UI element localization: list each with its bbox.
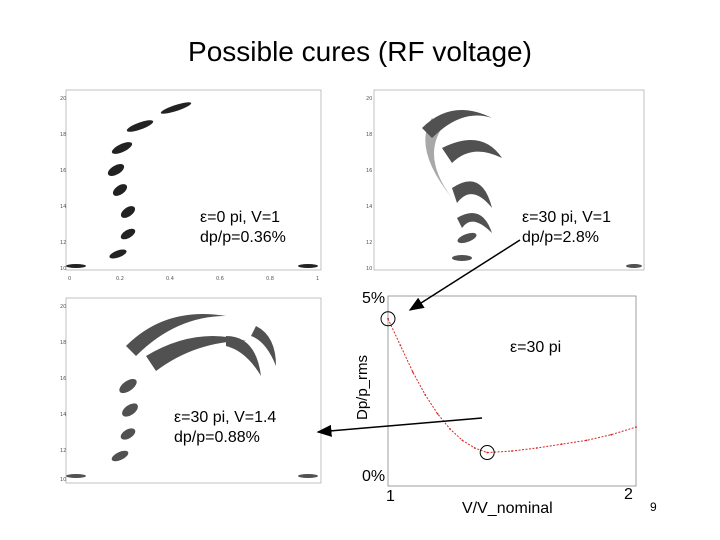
svg-text:1: 1: [316, 276, 319, 282]
chart-plot-area: [387, 295, 637, 487]
top-right-label: ε=30 pi, V=1 dp/p=2.8%: [522, 208, 611, 248]
x-right-label: 2: [624, 486, 633, 503]
phase-space-plot-top-left: 20 18 16 14 12 10 0 0.2 0.4 0.6 0.8 1: [56, 88, 326, 284]
dpp-vs-voltage-chart: [380, 292, 640, 492]
chart-point: [635, 426, 637, 428]
chart-annotation: ε=30 pi: [510, 339, 562, 356]
y-top-label: 5%: [362, 290, 386, 307]
chart-point: [436, 412, 439, 415]
highlight-circle: [479, 445, 495, 461]
chart-point: [486, 451, 489, 454]
svg-text:12: 12: [366, 240, 372, 246]
svg-text:0.6: 0.6: [216, 276, 224, 282]
chart-point: [511, 450, 513, 452]
y-bottom-label: 0%: [362, 468, 386, 485]
svg-text:16: 16: [366, 168, 372, 174]
chart-ylabel: Dp/p_rms: [354, 354, 371, 420]
chart-point: [399, 344, 402, 347]
chart-point: [535, 447, 538, 449]
svg-text:20: 20: [60, 96, 66, 102]
chart-point: [461, 439, 464, 442]
svg-text:12: 12: [60, 448, 66, 454]
top-left-label: ε=0 pi, V=1 dp/p=0.36%: [200, 208, 286, 248]
svg-text:0: 0: [68, 276, 71, 282]
svg-text:0.4: 0.4: [166, 276, 174, 282]
page-number: 9: [650, 500, 657, 514]
phase-space-plot-top-right: 20 18 16 14 12 10: [362, 88, 652, 284]
bottom-left-label: ε=30 pi, V=1.4 dp/p=0.88%: [174, 408, 276, 448]
top-left-dpp: dp/p=0.36%: [200, 229, 286, 246]
svg-text:10: 10: [366, 266, 372, 272]
bottom-left-dpp: dp/p=0.88%: [174, 429, 260, 446]
chart-point: [424, 393, 427, 396]
svg-text:18: 18: [60, 132, 66, 138]
top-right-eps: ε=30 pi, V=1: [522, 209, 611, 226]
svg-text:10: 10: [60, 266, 66, 272]
svg-text:20: 20: [60, 304, 66, 310]
chart-xlabel: V/V_nominal: [462, 500, 553, 517]
svg-text:14: 14: [60, 412, 66, 418]
chart-point: [387, 317, 389, 320]
svg-text:16: 16: [60, 168, 66, 174]
chart-point: [560, 443, 563, 446]
svg-text:16: 16: [60, 376, 66, 382]
highlight-circle: [380, 311, 396, 327]
chart-point: [610, 433, 613, 436]
bottom-left-eps: ε=30 pi, V=1.4: [174, 409, 277, 426]
chart-point: [585, 439, 588, 442]
chart-point: [473, 447, 476, 449]
x-left-label: 1: [386, 488, 395, 505]
slide-title: Possible cures (RF voltage): [188, 36, 532, 67]
chart-point: [411, 371, 414, 373]
svg-text:0.2: 0.2: [116, 276, 124, 282]
svg-text:10: 10: [60, 477, 66, 483]
svg-text:20: 20: [366, 96, 372, 102]
chart-point: [449, 428, 451, 430]
phase-space-plot-bottom-left: 20 18 16 14 12 10: [56, 296, 326, 496]
svg-text:18: 18: [60, 340, 66, 346]
top-right-dpp: dp/p=2.8%: [522, 229, 599, 246]
svg-text:18: 18: [366, 132, 372, 138]
svg-text:12: 12: [60, 240, 66, 246]
svg-text:14: 14: [366, 204, 372, 210]
svg-text:14: 14: [60, 204, 66, 210]
top-left-eps: ε=0 pi, V=1: [200, 209, 281, 226]
svg-text:0.8: 0.8: [266, 276, 274, 282]
